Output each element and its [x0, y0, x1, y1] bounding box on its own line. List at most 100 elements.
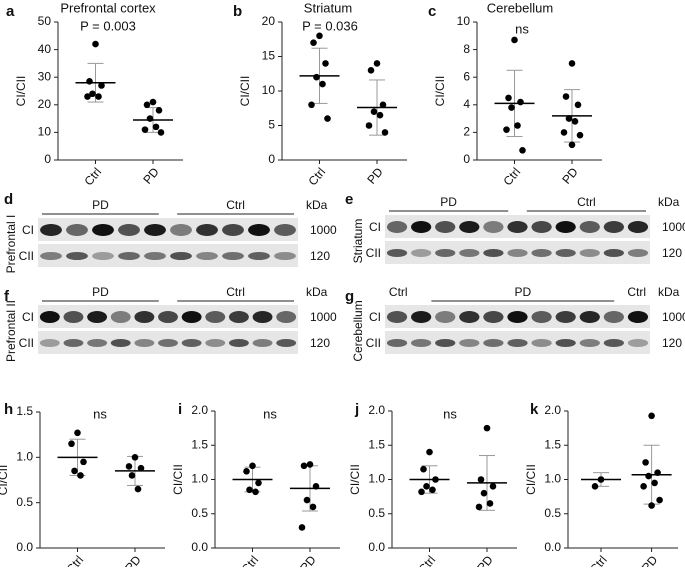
blot-side-label: Striatum [351, 219, 365, 264]
panel-letter: a [6, 3, 15, 20]
data-point [511, 36, 518, 44]
blot-band [170, 224, 192, 236]
data-point [423, 483, 430, 490]
data-point [574, 101, 582, 109]
blot-band [144, 252, 166, 260]
y-tick-label: 0.5 [191, 506, 208, 520]
chart-title: Striatum [304, 0, 352, 15]
blot-band [627, 339, 649, 347]
annotation: ns [443, 406, 457, 421]
blot-band [531, 249, 552, 257]
blot-band [205, 311, 226, 323]
data-point [517, 98, 524, 106]
data-point [98, 82, 105, 89]
blot-band [87, 339, 108, 347]
data-point [306, 461, 314, 468]
data-point [365, 122, 373, 129]
blot-row-label: CII [366, 336, 381, 350]
blot-group-label: PD [92, 198, 109, 212]
blot-band [222, 252, 244, 260]
data-point [576, 131, 584, 139]
blot-band [118, 224, 140, 236]
data-point [418, 488, 425, 496]
data-point [565, 115, 573, 122]
blot-band [248, 224, 270, 236]
blot-band [110, 339, 131, 347]
blot-band [627, 249, 649, 257]
x-tick-label: Ctrl [239, 553, 262, 567]
blot-band [158, 339, 178, 347]
data-point [246, 486, 253, 494]
data-point [486, 500, 494, 507]
blot-band [158, 311, 178, 323]
chart-title: Prefrontal cortex [60, 0, 156, 15]
data-point [95, 93, 102, 100]
y-tick-label: 0.0 [368, 540, 385, 554]
y-tick-label: 0.5 [16, 495, 33, 509]
y-axis-label: CI/CII [0, 465, 10, 496]
panel-letter: e [345, 191, 353, 208]
x-tick-label: Ctrl [587, 553, 610, 567]
blot-band [39, 339, 60, 347]
blot-band [531, 311, 552, 323]
data-point [568, 60, 576, 67]
x-tick-label: PD [474, 553, 496, 567]
blot-band [507, 249, 528, 257]
x-tick-label: PD [297, 553, 319, 567]
blot-unit: kDa [306, 285, 328, 299]
y-axis-label: CI/CII [171, 464, 185, 495]
data-point [489, 483, 497, 490]
blot-band [483, 339, 504, 347]
blot-band [92, 224, 114, 236]
y-tick-label: 2.0 [544, 403, 561, 417]
blot-band [459, 339, 480, 347]
data-point [143, 101, 151, 109]
blot-band [276, 339, 297, 347]
blot-band [411, 339, 432, 347]
blot-band [40, 224, 62, 236]
blot-unit: kDa [658, 195, 680, 209]
y-tick-label: 15 [262, 49, 276, 63]
y-tick-label: 1.0 [191, 472, 208, 486]
panel-letter: k [530, 401, 539, 418]
blot-kda: 1000 [310, 310, 337, 324]
data-point [508, 104, 515, 111]
y-tick-label: 10 [262, 83, 276, 97]
data-point [152, 123, 160, 131]
data-point [310, 39, 317, 46]
blot-band [483, 311, 504, 323]
blot-band [66, 224, 88, 236]
blot-kda: 1000 [662, 310, 685, 324]
y-tick-label: 1.0 [544, 472, 561, 486]
data-point [426, 448, 433, 456]
blot-row-label: CI [22, 223, 34, 237]
y-tick-label: 1.0 [16, 450, 33, 464]
blot-row-label: CI [22, 310, 34, 324]
y-axis-label: CI/CII [238, 76, 252, 107]
blot-side-label: Cerebellum [351, 300, 365, 361]
blot-band [40, 252, 62, 260]
blot-band [411, 221, 432, 233]
y-tick-label: 10 [38, 125, 52, 139]
blot-group-label: PD [440, 195, 457, 209]
data-point [128, 472, 136, 479]
blot-band [555, 339, 576, 347]
y-tick-label: 40 [38, 42, 52, 56]
blot-band [274, 224, 296, 236]
data-point [134, 485, 142, 493]
panel-letter: g [345, 288, 354, 305]
data-point [379, 101, 387, 109]
blot-band [411, 311, 432, 323]
data-point [560, 129, 568, 136]
blot-band [181, 339, 202, 347]
blot-band [435, 249, 456, 257]
data-point [149, 98, 157, 106]
blot-kda: 1000 [662, 220, 685, 234]
blot-band [579, 311, 600, 323]
data-point [300, 462, 308, 470]
blot-kda: 1000 [310, 223, 337, 237]
blot-strip [385, 241, 650, 264]
blot-band [386, 249, 408, 257]
y-tick-label: 2 [463, 125, 470, 139]
y-tick-label: 2.0 [191, 403, 208, 417]
